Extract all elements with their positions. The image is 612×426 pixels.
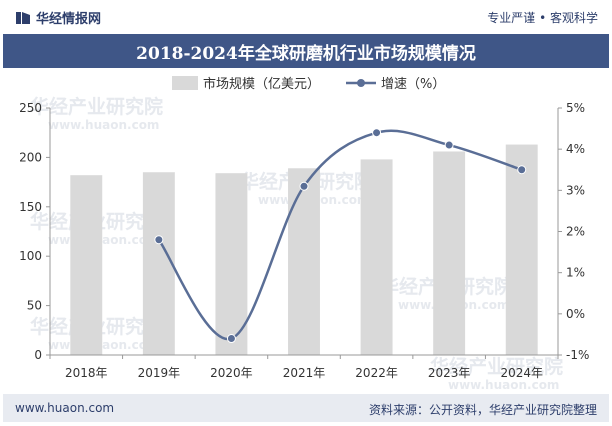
brand-logo[interactable]: 华经情报网 [16,8,101,27]
y-left-tick-label: 250 [19,101,42,115]
y-right-tick-label: 5% [566,101,585,115]
growth-point [226,334,236,344]
tagline: 专业严谨 • 客观科学 [487,11,598,25]
brand-name: 华经情报网 [36,12,102,27]
watermark-url: www.huaon.com [48,118,159,132]
line-series [154,128,527,344]
x-tick-label: 2021年 [283,366,326,380]
legend: 市场规模（亿美元） 增速（%） [172,76,445,92]
growth-point [154,235,164,245]
y-left-tick-label: 150 [19,200,42,214]
watermark-url: www.huaon.com [448,378,559,392]
bar [288,168,320,355]
chart-title-bar: 2018-2024年全球研磨机行业市场规模情况 [3,34,609,68]
y-left-tick-label: 100 [19,249,42,263]
y-right-tick-label: 4% [566,142,585,156]
legend-bar-swatch [172,76,198,90]
x-tick-label: 2022年 [355,366,398,380]
chart-area: 华经产业研究院www.huaon.com华经产业研究院www.huaon.com… [19,76,589,392]
footer: www.huaon.com 资料来源：公开资料，华经产业研究院整理 [3,394,609,422]
chart-title: 2018-2024年全球研磨机行业市场规模情况 [136,43,476,64]
y-right-tick-label: 0% [566,307,585,321]
watermark-url: www.huaon.com [48,233,159,247]
y-right-tick-label: 2% [566,225,585,239]
bar [142,172,175,355]
bar [433,151,466,355]
watermark-url: www.huaon.com [48,338,159,352]
bar [360,159,393,355]
x-tick-label: 2023年 [428,366,471,380]
legend-line-label: 增速（%） [381,77,445,92]
bar-series [70,144,538,355]
footer-url[interactable]: www.huaon.com [15,401,115,415]
legend-bar-label: 市场规模（亿美元） [203,76,320,92]
brand-logo-icon [16,11,30,24]
watermark-text: 华经产业研究院 [30,95,163,118]
watermark-text: 华经产业研究院 [430,355,563,378]
x-tick-label: 2019年 [138,366,181,380]
y-left-tick-label: 200 [19,150,42,164]
x-tick-label: 2024年 [500,366,543,380]
x-tick-label: 2020年 [210,366,253,380]
x-tick-label: 2018年 [65,366,108,380]
y-right-tick-label: 1% [566,266,585,280]
y-right-tick-label: -1% [566,348,589,362]
top-bar: 华经情报网 专业严谨 • 客观科学 [0,0,612,34]
growth-point [517,165,527,175]
y-right-tick-label: 3% [566,183,585,197]
growth-point [372,128,382,138]
bar [70,175,103,355]
y-left-tick-label: 50 [27,299,42,313]
axis-layer: 0 50 100 150 200 250 -1% 0% 1% 2% 3% 4% 5% 2018年 2019年… [19,101,589,380]
footer-source: 资料来源：公开资料，华经产业研究院整理 [368,403,597,417]
legend-line-marker [357,79,365,87]
bar [215,173,248,355]
y-left-tick-label: 0 [34,348,42,362]
growth-point [299,181,309,191]
growth-point [444,140,454,150]
bar [505,144,538,355]
